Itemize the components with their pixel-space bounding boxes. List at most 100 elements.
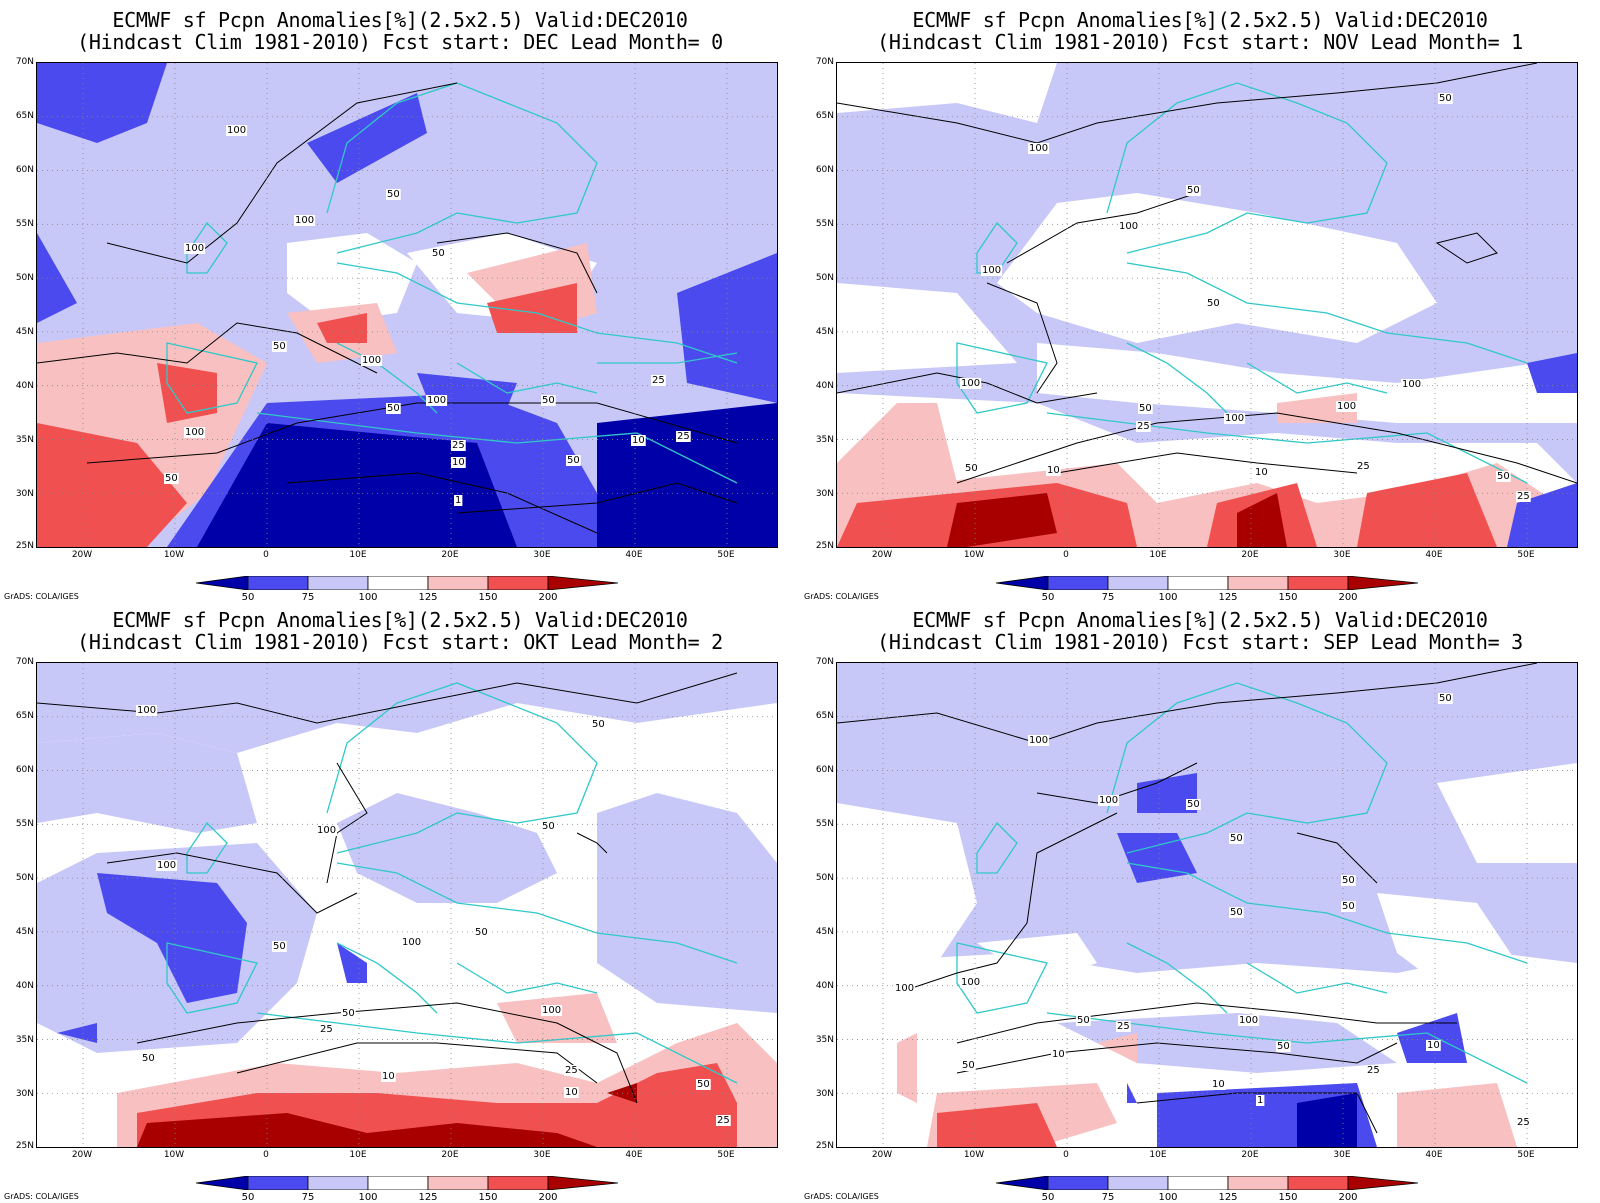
contour-label: 100 [317,825,336,836]
contour-label-bg [474,927,489,938]
contour-labels: 50 100 50 100 100 50 100 100 100 50 25 1… [960,93,1531,502]
colorbar-label: 125 [1218,592,1238,603]
contour-label: 10 [632,435,645,446]
contour-label-bg [184,427,206,438]
contour-label: 100 [542,1005,561,1016]
contour-label-bg [1496,471,1511,482]
map-panel-lead-2: ECMWF sf Pcpn Anomalies[%](2.5x2.5) Vali… [0,600,800,1203]
contour-label-bg [136,705,158,716]
contour-label-bg [1336,401,1358,412]
lat-label: 45N [15,327,34,337]
contour-label-bg [1516,1117,1531,1128]
contour-label: 25 [320,1024,333,1035]
colorbar-label: 100 [1158,592,1178,603]
contour-label-bg [1186,185,1201,196]
colorbar [196,576,618,590]
contour-label-bg [564,1087,579,1098]
lat-label: 35N [815,435,834,445]
lat-label: 25N [815,541,834,551]
graticule [837,63,1577,547]
contour-label: 50 [1077,1015,1090,1026]
contour-label: 50 [342,1008,355,1019]
contour-label: 50 [1139,403,1152,414]
contour-label-bg [156,860,178,871]
lat-label: 25N [815,1141,834,1151]
colorbar-label: 50 [1041,1192,1055,1203]
colorbar-label: 75 [1101,592,1115,603]
contour-label: 50 [432,248,445,259]
lat-label: 65N [815,711,834,721]
colorbar [996,1176,1418,1190]
contour-label: 50 [1187,185,1200,196]
lon-label: 10E [1149,550,1167,560]
colorbar [196,1176,618,1190]
lat-label: 35N [815,1035,834,1045]
lat-label: 60N [15,165,34,175]
contour-label-bg [541,1005,563,1016]
contour-label: 25 [1117,1021,1130,1032]
lon-label: 20W [871,1150,893,1160]
contour-label-bg [1356,461,1371,472]
contour-label-bg [1254,467,1269,478]
contour-label: 100 [402,937,421,948]
lat-label: 30N [15,1089,34,1099]
contour-label: 25 [1367,1065,1380,1076]
contour-label: 10 [1052,1049,1065,1060]
panel-subtitle: (Hindcast Clim 1981-2010) Fcst start: NO… [877,30,1523,54]
contour-label: 50 [1342,901,1355,912]
contour-label-bg [894,983,916,994]
contour-label-bg [381,1071,396,1082]
contour-labels: 50 100 100 50 50 50 50 50 100 100 100 50… [894,693,1531,1128]
contour-label-bg [1366,1065,1381,1076]
contour-label: 100 [295,215,314,226]
colorbar-label: 100 [1158,1192,1178,1203]
contour-label: 100 [895,983,914,994]
contour-label: 100 [1337,401,1356,412]
contour-label: 10 [452,457,465,468]
contour-label: 25 [1517,491,1530,502]
lon-label: 0 [1063,1150,1069,1160]
contour-label-bg [361,355,383,366]
colorbar-label: 75 [301,1192,315,1203]
credit-text: GrADS: COLA/IGES [804,1192,879,1201]
lon-label: 50E [717,550,735,560]
contour-label: 25 [677,431,690,442]
contour-label: 25 [717,1115,730,1126]
contour-label-bg [1098,795,1120,806]
lon-label: 20E [1241,550,1259,560]
lat-label: 55N [815,819,834,829]
contour-label-bg [1138,403,1153,414]
contour-label: 100 [961,977,980,988]
contour-label-bg [1028,735,1050,746]
lon-label: 10W [963,550,985,560]
colorbar-label: 50 [1041,592,1055,603]
contour-label-bg [960,977,982,988]
colorbar-label: 150 [478,592,498,603]
contour-label-bg [591,719,606,730]
contour-label-bg [386,403,401,414]
contour-label: 25 [452,440,465,451]
panel-title: ECMWF sf Pcpn Anomalies[%](2.5x2.5) Vali… [912,8,1488,32]
contour-label: 10 [1255,467,1268,478]
lat-label: 35N [15,435,34,445]
contour-label-bg [564,1065,579,1076]
lon-label: 50E [1517,550,1535,560]
lat-label: 30N [15,489,34,499]
contour-label-bg [1206,298,1221,309]
lon-label: 20W [871,550,893,560]
contour-label: 100 [1119,221,1138,232]
lat-label: 70N [15,657,34,667]
contour-label: 25 [1137,421,1150,432]
lon-label: 10E [349,1150,367,1160]
contour-label: 50 [567,455,580,466]
lat-label: 65N [15,711,34,721]
lat-label: 50N [815,873,834,883]
contour-label-bg [961,1060,976,1071]
contour-label: 50 [1187,799,1200,810]
lat-label: 50N [815,273,834,283]
lat-label: 55N [15,819,34,829]
graticule [37,663,777,1147]
lat-label: 50N [15,273,34,283]
contour-labels: 100 50 100 100 50 50 50 100 100 50 25 50… [136,705,731,1126]
lon-label: 40E [1425,1150,1443,1160]
